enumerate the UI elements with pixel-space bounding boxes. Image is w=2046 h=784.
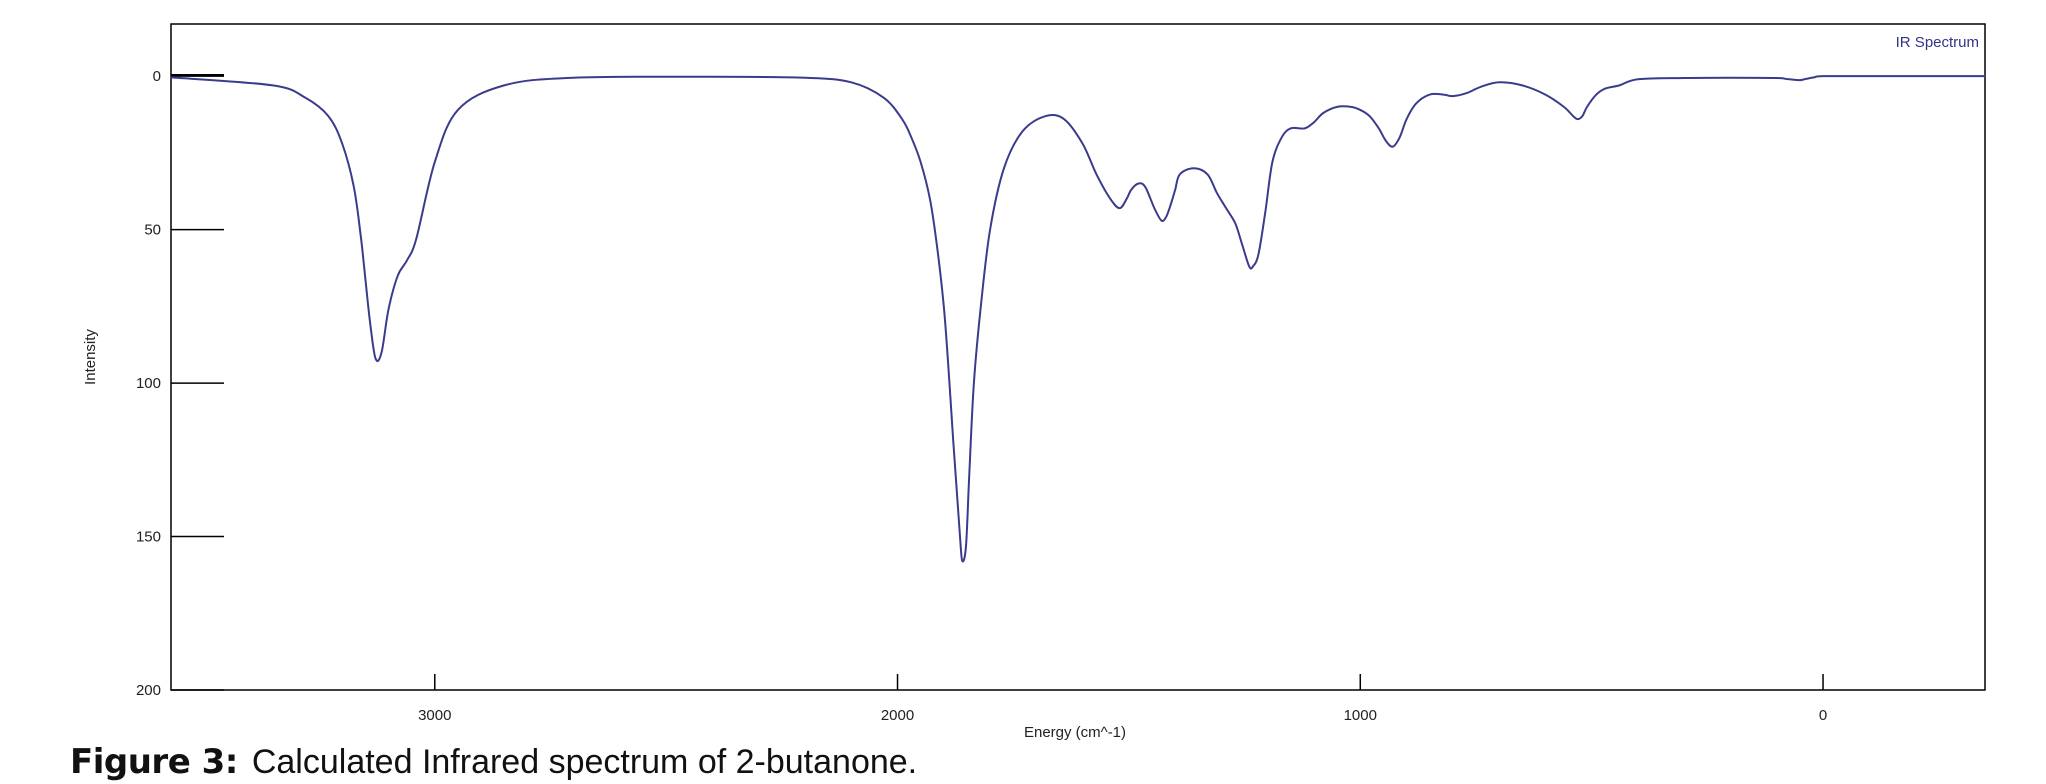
legend-label: IR Spectrum bbox=[1896, 34, 1979, 51]
y-axis-ticks: 0 50 100 150 200 bbox=[136, 68, 224, 699]
figure-caption-text: Calculated Infrared spectrum of 2-butano… bbox=[251, 743, 918, 781]
y-tick-label: 100 bbox=[136, 375, 161, 392]
x-tick-label: 2000 bbox=[881, 707, 914, 724]
y-tick-label: 200 bbox=[136, 682, 161, 699]
series-line-ir-spectrum bbox=[170, 75, 1986, 563]
y-axis-title: Intensity bbox=[82, 329, 99, 385]
y-tick-label: 50 bbox=[144, 222, 161, 239]
figure-caption: Figure 3: Calculated Infrared spectrum of… bbox=[70, 742, 917, 782]
y-tick-label: 150 bbox=[136, 529, 161, 546]
x-tick-label: 0 bbox=[1819, 707, 1827, 724]
figure-caption-label: Figure 3: bbox=[70, 742, 238, 782]
plot-frame bbox=[170, 23, 1986, 691]
x-axis-title: Energy (cm^-1) bbox=[1024, 724, 1126, 741]
x-axis-ticks: 3000 2000 1000 0 bbox=[418, 674, 1827, 724]
x-tick-label: 1000 bbox=[1344, 707, 1377, 724]
y-tick-label: 0 bbox=[153, 68, 161, 85]
x-tick-label: 3000 bbox=[418, 707, 451, 724]
